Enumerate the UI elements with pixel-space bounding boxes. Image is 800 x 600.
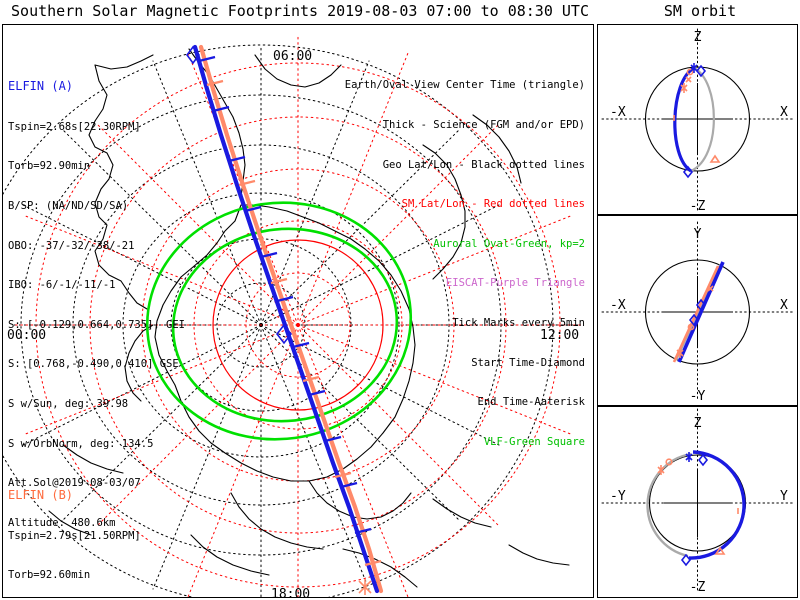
track-b-tick-marks [206,79,382,567]
elfin-a-line-5: S: [-0.129,0.664,0.735], GEI [8,318,186,331]
mlt-label-left: 00:00 [7,328,47,343]
track-tick-marks [198,55,372,535]
elfin-b-line-0: Tspin=2.79s[21.50RPM] [8,529,141,542]
orbit-markers-b [657,458,739,555]
end-time-asterisk-marker [358,579,372,595]
axis-label-up: Y [694,227,702,242]
coastlines [48,48,570,588]
elfin-a-line-7: S w/Sun, deg: 39.98 [8,398,129,411]
legend-item-2: Geo Lat/Lon - Black dotted lines [382,158,585,171]
orbit-markers-a [688,298,707,327]
elfin-a-line-3: OBO: -37/-32/-38/-21 [8,239,135,252]
map-footer: Tsyganenko-1996 Created: Wed Jan 25 13:5… [418,591,593,597]
legend-item-1: Thick - Science (FGM and/or EPD) [382,119,585,132]
axis-label-left: -Y [610,489,626,504]
footprint-map-svg [3,34,584,597]
sm-orbit-yx-svg: Y -X X -Y [601,221,794,404]
axis-label-down: -Z [690,580,706,595]
elfin-a-line-0: Tspin=2.68s[22.30RPM] [8,120,141,133]
legend-item-0: Earth/Oval View Center Time (triangle) [344,79,585,92]
elfin-a-info-block: ELFIN (A) Tspin=2.68s[22.30RPM] Torb=92.… [8,53,185,557]
orbit-markers-b [676,285,714,358]
axis-label-right: X [780,105,788,120]
mlt-label-right: 12:00 [540,328,580,343]
sm-orbit-panel-yx[interactable]: Y -X X -Y [597,215,798,406]
axis-label-up: Z [694,416,702,431]
sm-orbit-panel-zx[interactable]: Z -X X -Z [597,24,798,215]
elfin-a-line-8: S w/OrbNorm, deg: 134.5 [8,437,154,450]
legend-item-7: Start Time-Diamond [471,356,585,369]
start-time-diamond-marker [186,45,200,65]
orbit-far-side [646,452,692,558]
auroral-oval [145,201,413,441]
legend-item-5: EISCAT-Purple Triangle [445,277,585,290]
elfin-b-line-1: Torb=92.60min [8,569,91,582]
elfin-a-line-10: Altitude: 480.6km [8,516,116,529]
sm-orbit-zx-svg: Z -X X -Z [601,28,794,214]
sm-inner-circle [212,239,384,411]
axis-label-right: X [780,298,788,313]
legend-item-3: SM Lat/Lon - Red dotted lines [401,198,585,211]
earth-circle [644,259,751,365]
track-elfin-b [198,44,384,594]
axis-label-down: -Z [690,199,706,214]
orbit-markers-a [682,63,707,179]
earth-circle [644,66,751,172]
elfin-a-name: ELFIN (A) [8,79,74,94]
elfin-b-info-block: ELFIN (B) Tspin=2.79s[21.50RPM] Torb=92.… [8,462,191,597]
orbit-track-b [672,265,720,363]
axis-label-right: Y [780,489,788,504]
footprint-map-panel[interactable]: ELFIN (A) Tspin=2.68s[22.30RPM] Torb=92.… [2,24,594,598]
orbit-near-side [677,261,725,363]
page-title: Southern Solar Magnetic Footprints 2019-… [11,2,589,20]
axis-label-up: Z [694,30,702,45]
elfin-b-name: ELFIN (B) [8,488,74,503]
elfin-a-line-9: Att.Sol@2019-08-03/07 [8,477,141,490]
orbit-near-side [673,66,695,173]
elfin-a-line-6: S: [0.768,-0.490,0.410] GSE [8,358,179,371]
legend-item-6: Tick Marks every 5min [452,317,585,330]
orbit-markers-a [680,452,709,567]
legend-item-8: End Time-Aaterisk [477,396,585,409]
view-center-triangle-marker [275,323,293,345]
mlt-label-bottom: 18:00 [271,587,311,597]
axis-label-down: -Y [690,389,706,404]
mlt-label-top: 06:00 [273,49,313,64]
elfin-a-line-1: Torb=92.90min [8,160,91,173]
sm-orbit-title: SM orbit [663,2,737,20]
orbit-near-side [688,450,746,560]
elfin-a-line-2: B/SP: (NA/ND/SD/SA) [8,200,129,213]
elfin-a-line-4: IBO: -6/-1/-11/-1 [8,279,116,292]
legend-item-9: VLF-Green Square [483,435,585,448]
sm-orbit-panel-zy[interactable]: Z -Y Y -Z [597,406,798,598]
map-legend: Earth/Oval View Center Time (triangle) T… [345,53,585,476]
sm-orbit-zy-svg: Z -Y Y -Z [601,408,794,595]
orbit-markers-b [673,68,721,163]
axis-label-left: -X [610,298,626,313]
axis-label-left: -X [610,105,626,120]
legend-item-4: Auroral Oval-Green, kp=2 [433,237,585,250]
